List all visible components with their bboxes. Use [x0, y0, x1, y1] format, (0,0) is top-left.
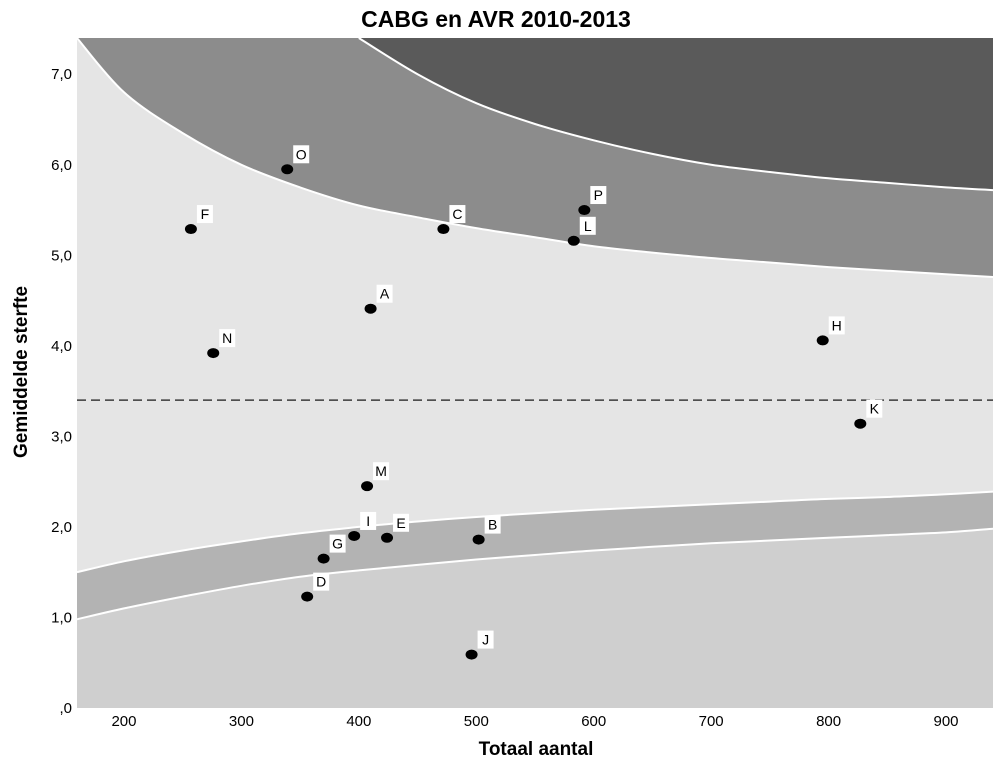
- x-tick-label: 900: [934, 713, 959, 730]
- lower-inner-limit-line: [76, 490, 993, 574]
- data-point-k: K: [854, 399, 883, 429]
- data-point-g: G: [317, 534, 346, 564]
- x-tick-label: 800: [816, 713, 841, 730]
- point-label-background: [293, 145, 310, 164]
- y-tick-label: 6,0: [51, 157, 72, 174]
- data-point-b: B: [472, 515, 501, 545]
- upper-inner-limit-line: [76, 37, 993, 278]
- point-marker: [578, 205, 591, 216]
- point-label-background: [373, 462, 390, 481]
- point-marker: [281, 164, 294, 175]
- x-tick-label: 600: [581, 713, 606, 730]
- point-label-background: [329, 534, 346, 553]
- point-label: E: [396, 515, 405, 531]
- zone-far-below: [77, 528, 993, 708]
- point-label-background: [219, 329, 236, 348]
- point-label-background: [590, 186, 607, 205]
- point-label-background: [360, 511, 377, 530]
- data-point-f: F: [184, 205, 213, 235]
- x-axis-title: Totaal aantal: [479, 739, 594, 760]
- upper-outer-limit-line: [358, 37, 993, 192]
- point-marker: [816, 335, 829, 346]
- y-axis: ,0 1,0 2,0 3,0 4,0 5,0 6,0 7,0: [51, 66, 72, 717]
- data-points: A B C D E F G H I J K L M N O P: [184, 145, 883, 660]
- point-label: D: [316, 574, 326, 590]
- plot-area: A B C D E F G H I J K L M N O P: [76, 37, 993, 708]
- y-tick-label: 2,0: [51, 519, 72, 536]
- point-label-background: [477, 630, 494, 649]
- y-tick-label: 7,0: [51, 66, 72, 83]
- point-label: G: [332, 536, 343, 552]
- point-marker: [381, 532, 394, 543]
- data-point-e: E: [381, 513, 410, 543]
- data-point-d: D: [301, 572, 330, 602]
- point-label: L: [584, 218, 592, 234]
- data-point-j: J: [465, 630, 494, 660]
- point-marker: [364, 303, 377, 314]
- point-marker: [184, 224, 197, 235]
- y-tick-label: ,0: [59, 700, 72, 717]
- x-tick-label: 200: [111, 713, 136, 730]
- point-label-background: [376, 284, 393, 303]
- data-point-o: O: [281, 145, 310, 175]
- point-label-background: [313, 572, 330, 591]
- point-marker: [317, 553, 330, 564]
- point-label: I: [366, 513, 370, 529]
- data-point-m: M: [361, 462, 390, 492]
- zone-far-above: [358, 38, 993, 191]
- point-label-background: [828, 316, 845, 335]
- x-tick-label: 400: [346, 713, 371, 730]
- point-label: P: [594, 187, 603, 203]
- data-point-n: N: [207, 329, 236, 359]
- data-point-p: P: [578, 186, 607, 216]
- point-label: B: [488, 517, 497, 533]
- x-tick-label: 300: [229, 713, 254, 730]
- point-label-background: [449, 205, 466, 224]
- point-marker: [854, 418, 867, 429]
- y-tick-label: 1,0: [51, 609, 72, 626]
- point-marker: [207, 348, 220, 359]
- point-label-background: [393, 513, 410, 532]
- point-marker: [472, 534, 485, 545]
- chart-title: CABG en AVR 2010-2013: [361, 6, 631, 32]
- point-label: A: [380, 286, 390, 302]
- point-marker: [567, 235, 580, 246]
- x-tick-label: 700: [699, 713, 724, 730]
- point-marker: [361, 481, 374, 492]
- point-label: J: [482, 632, 489, 648]
- point-label: M: [375, 463, 387, 479]
- y-axis-title: Gemiddelde sterfte: [11, 286, 32, 458]
- y-tick-label: 5,0: [51, 247, 72, 264]
- point-label-background: [196, 205, 213, 224]
- point-label: O: [296, 146, 307, 162]
- point-marker: [348, 530, 361, 541]
- point-label-background: [579, 216, 596, 235]
- point-marker: [465, 649, 478, 660]
- data-point-l: L: [567, 216, 596, 246]
- point-label: K: [870, 401, 880, 417]
- x-axis: 200 300 400 500 600 700 800 900: [111, 713, 958, 730]
- y-tick-label: 3,0: [51, 428, 72, 445]
- point-label: C: [452, 206, 462, 222]
- point-label: F: [201, 206, 210, 222]
- lower-outer-limit-line: [76, 527, 993, 621]
- data-point-h: H: [816, 316, 845, 346]
- data-point-c: C: [437, 205, 466, 235]
- point-label: H: [832, 317, 842, 333]
- point-marker: [437, 224, 450, 235]
- point-label-background: [866, 399, 883, 418]
- point-marker: [301, 591, 314, 602]
- x-tick-label: 500: [464, 713, 489, 730]
- y-tick-label: 4,0: [51, 338, 72, 355]
- point-label: N: [222, 330, 232, 346]
- data-point-a: A: [364, 284, 393, 314]
- point-label-background: [484, 515, 501, 534]
- data-point-i: I: [348, 511, 377, 541]
